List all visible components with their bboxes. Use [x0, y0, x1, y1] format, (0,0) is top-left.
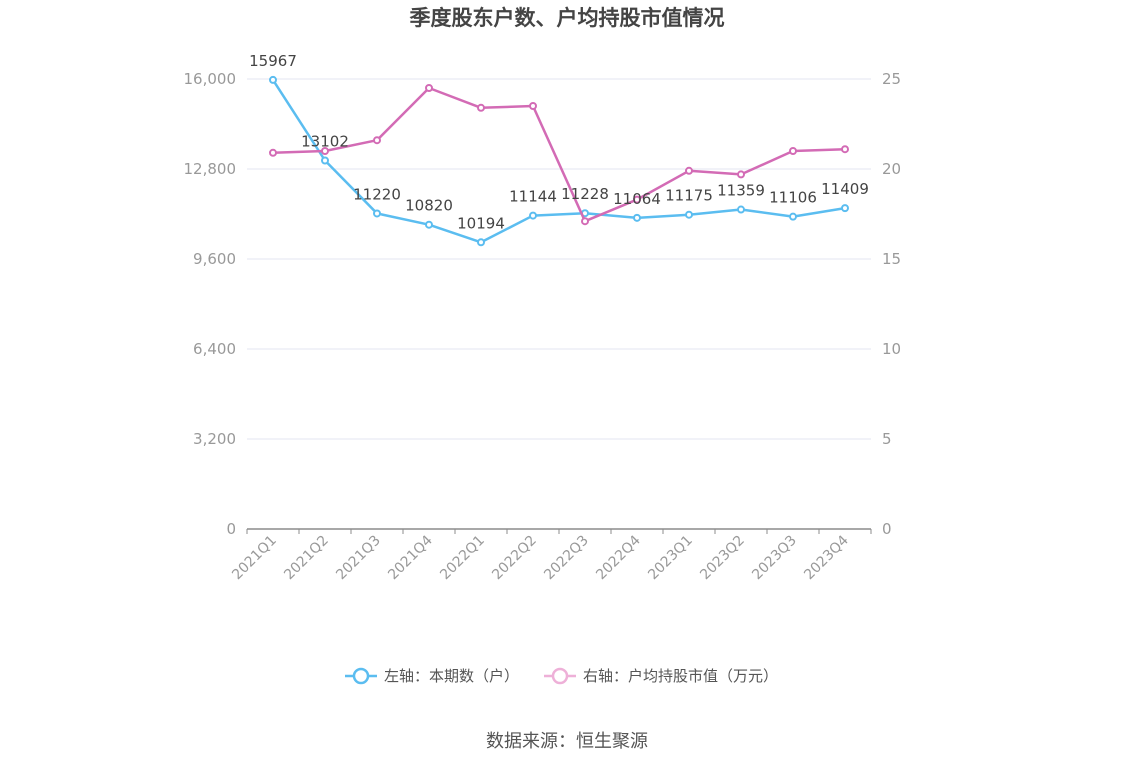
right-tick-label: 5 [882, 430, 892, 448]
right-tick-label: 0 [882, 520, 892, 538]
series-1 [269, 75, 849, 247]
legend-swatch-marker [352, 667, 370, 685]
data-point[interactable] [321, 147, 329, 155]
data-point[interactable] [269, 148, 277, 157]
data-label: 11144 [509, 188, 557, 206]
data-point[interactable] [425, 84, 433, 92]
data-label: 11228 [561, 185, 609, 203]
data-label: 11359 [717, 182, 765, 200]
data-point[interactable] [633, 213, 641, 222]
data-point[interactable] [841, 204, 849, 213]
data-point[interactable] [373, 209, 381, 218]
x-tick-label: 2023Q3 [749, 533, 800, 584]
data-point[interactable] [841, 145, 849, 154]
data-label: 11220 [353, 185, 401, 203]
data-point[interactable] [373, 136, 381, 145]
data-label: 11064 [613, 190, 661, 208]
data-point[interactable] [633, 195, 641, 204]
left-tick-label: 16,000 [184, 70, 237, 88]
left-axis: 0 3,200 6,400 9,600 12,800 16,000 [184, 70, 237, 538]
right-tick-label: 10 [882, 340, 901, 358]
right-tick-label: 20 [882, 160, 901, 178]
x-tick-label: 2021Q2 [281, 533, 332, 584]
data-label: 10820 [405, 197, 453, 215]
data-point[interactable] [789, 212, 797, 221]
data-label: 11106 [769, 189, 817, 207]
right-axis: 0 5 10 15 20 25 [882, 70, 901, 538]
data-point[interactable] [477, 103, 485, 112]
data-point[interactable] [477, 238, 485, 247]
data-point[interactable] [789, 147, 797, 155]
data-point[interactable] [685, 166, 693, 175]
left-tick-label: 12,800 [184, 160, 237, 178]
legend-item[interactable]: 右轴：户均持股市值（万元） [544, 667, 778, 685]
source-text: 数据来源：恒生聚源 [486, 731, 648, 752]
data-point[interactable] [685, 210, 693, 219]
data-point[interactable] [425, 220, 433, 229]
legend-item[interactable]: 左轴：本期数（户） [345, 667, 519, 685]
left-tick-label: 9,600 [193, 250, 236, 268]
legend[interactable]: 左轴：本期数（户） 右轴：户均持股市值（万元） [345, 667, 778, 685]
x-tick-label: 2022Q3 [541, 533, 592, 584]
series-line [271, 79, 846, 244]
data-label: 10194 [457, 214, 505, 232]
legend-swatch-marker [551, 667, 569, 685]
data-point[interactable] [321, 156, 329, 165]
data-label: 11409 [821, 180, 869, 198]
data-point[interactable] [737, 205, 745, 214]
x-tick-label: 2022Q4 [593, 532, 644, 583]
x-tick-label: 2021Q3 [333, 533, 384, 584]
data-point[interactable] [269, 75, 277, 84]
legend-label: 左轴：本期数（户） [384, 667, 519, 685]
series-2 [269, 84, 849, 226]
data-point[interactable] [737, 170, 745, 179]
data-label: 15967 [249, 52, 297, 70]
left-tick-label: 0 [226, 520, 236, 538]
series-line [272, 86, 846, 223]
right-tick-label: 15 [882, 250, 901, 268]
x-tick-label: 2021Q1 [229, 533, 280, 584]
right-tick-label: 25 [882, 70, 901, 88]
grid [247, 78, 871, 440]
legend-label: 右轴：户均持股市值（万元） [583, 667, 778, 685]
x-tick-label: 2022Q1 [437, 533, 488, 584]
x-tick-label: 2022Q2 [489, 533, 540, 584]
data-label: 13102 [301, 133, 349, 151]
x-tick-label: 2023Q4 [801, 532, 852, 583]
data-label: 11175 [665, 187, 713, 205]
data-point[interactable] [529, 102, 537, 110]
x-axis: 2021Q1 2021Q2 2021Q3 2021Q4 2022Q1 2022Q2 2022… [229, 528, 872, 584]
chart-title: 季度股东户数、户均持股市值情况 [410, 6, 725, 30]
x-tick-label: 2021Q4 [385, 532, 436, 583]
data-point[interactable] [581, 217, 589, 226]
left-tick-label: 3,200 [193, 430, 236, 448]
x-tick-label: 2023Q1 [645, 533, 696, 584]
x-tick-label: 2023Q2 [697, 533, 748, 584]
data-point[interactable] [529, 211, 537, 220]
left-tick-label: 6,400 [193, 340, 236, 358]
